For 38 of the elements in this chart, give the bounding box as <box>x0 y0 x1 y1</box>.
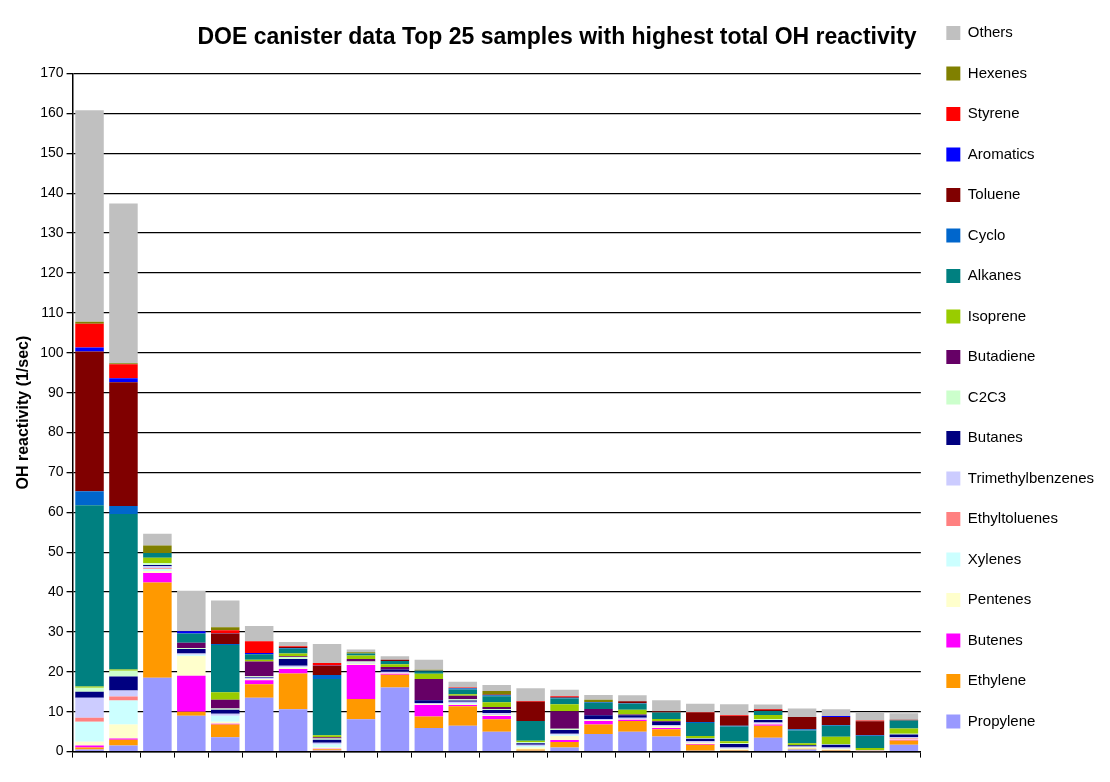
y-tick-label: 50 <box>47 543 64 560</box>
y-tick-label: 150 <box>40 144 64 161</box>
legend-label: Pentenes <box>967 590 1032 608</box>
legend-label: Ethylene <box>967 671 1027 689</box>
legend-label: Propylene <box>967 711 1036 729</box>
y-tick-label: 10 <box>47 702 64 719</box>
y-tick-label: 130 <box>40 223 64 240</box>
legend-label: Isoprene <box>967 306 1027 324</box>
y-tick-label: 60 <box>47 503 64 520</box>
chart-title: DOE canister data Top 25 samples with highest total OH reactivity <box>197 23 917 50</box>
legend-label: Hexenes <box>967 63 1028 81</box>
legend-label: Butenes <box>967 630 1023 648</box>
y-tick-label: 170 <box>40 64 64 81</box>
y-tick-label: 80 <box>47 423 64 440</box>
y-tick-label: 40 <box>47 582 64 599</box>
y-tick-label: 140 <box>40 184 64 201</box>
legend-label: C2C3 <box>967 387 1007 405</box>
y-tick-label: 0 <box>55 742 64 759</box>
legend-label: Cyclo <box>967 225 1006 243</box>
y-tick-label: 160 <box>40 104 64 121</box>
y-tick-label: 110 <box>41 303 64 320</box>
legend-label: Toluene <box>967 185 1021 203</box>
y-tick-label: 90 <box>47 383 64 400</box>
legend-label: Styrene <box>967 104 1020 122</box>
legend-label: Alkanes <box>967 266 1022 284</box>
legend-label: Butadiene <box>967 347 1036 365</box>
y-tick-label: 100 <box>40 343 64 360</box>
legend-label: Butanes <box>967 428 1023 446</box>
y-tick-label: 30 <box>47 622 64 639</box>
legend-label: Ethyltoluenes <box>967 509 1058 527</box>
y-tick-label: 120 <box>40 263 64 280</box>
y-tick-label: 20 <box>47 662 64 679</box>
legend-label: Trimethylbenzenes <box>967 468 1094 486</box>
legend-label: Xylenes <box>967 549 1022 567</box>
legend-label: Others <box>967 23 1013 41</box>
legend-label: Aromatics <box>967 144 1035 162</box>
y-tick-label: 70 <box>47 463 64 480</box>
y-axis-title: OH reactivity (1/sec) <box>14 335 32 490</box>
